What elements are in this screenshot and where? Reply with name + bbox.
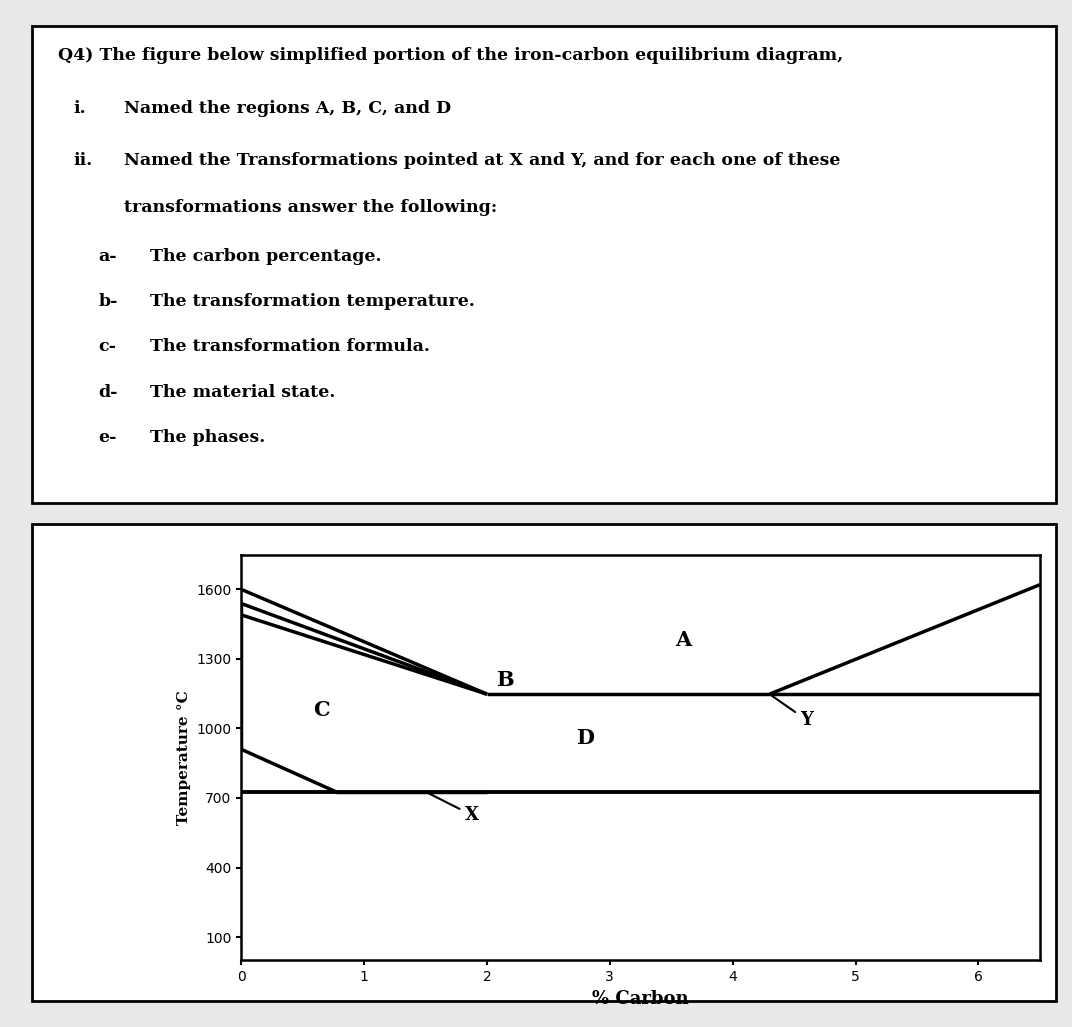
Text: The carbon percentage.: The carbon percentage. (150, 248, 382, 265)
Text: C: C (313, 699, 329, 720)
Text: D: D (577, 728, 594, 748)
Text: The transformation formula.: The transformation formula. (150, 339, 430, 355)
Text: a-: a- (99, 248, 117, 265)
Y-axis label: Temperature °C: Temperature °C (177, 690, 191, 825)
Text: Y: Y (772, 695, 814, 729)
Text: Q4) The figure below simplified portion of the iron-carbon equilibrium diagram,: Q4) The figure below simplified portion … (58, 47, 843, 64)
Text: c-: c- (99, 339, 117, 355)
FancyBboxPatch shape (32, 26, 1056, 503)
Text: The material state.: The material state. (150, 384, 336, 401)
Text: i.: i. (73, 100, 86, 117)
Text: d-: d- (99, 384, 118, 401)
Text: X: X (428, 793, 479, 824)
Text: A: A (675, 631, 691, 650)
Text: b-: b- (99, 293, 118, 310)
Text: B: B (496, 670, 515, 690)
Text: e-: e- (99, 429, 117, 446)
Text: Named the regions A, B, C, and D: Named the regions A, B, C, and D (124, 100, 451, 117)
FancyBboxPatch shape (32, 524, 1056, 1001)
Text: Named the Transformations pointed at X and Y, and for each one of these: Named the Transformations pointed at X a… (124, 152, 840, 169)
Text: The transformation temperature.: The transformation temperature. (150, 293, 475, 310)
Text: ii.: ii. (73, 152, 92, 169)
Text: transformations answer the following:: transformations answer the following: (124, 198, 497, 216)
X-axis label: % Carbon: % Carbon (592, 990, 689, 1007)
Text: The phases.: The phases. (150, 429, 265, 446)
